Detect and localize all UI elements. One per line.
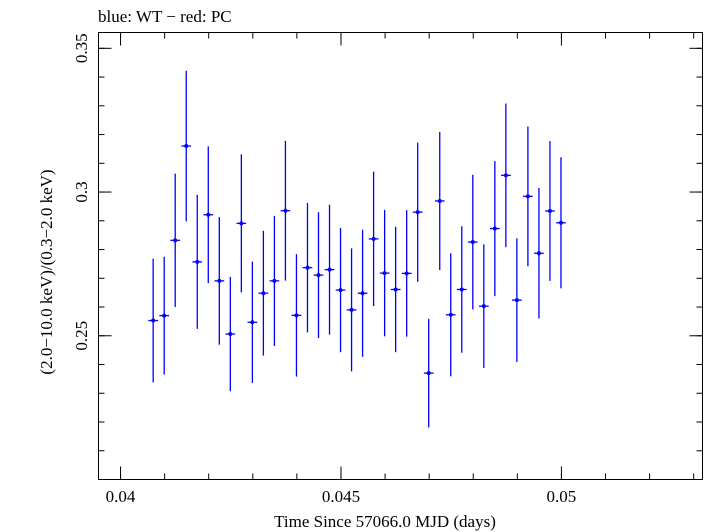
point-marker: [206, 212, 211, 217]
data-point: [401, 210, 412, 337]
point-marker: [371, 236, 376, 241]
data-point: [335, 227, 346, 353]
data-point: [412, 142, 423, 282]
axis-ticks: [98, 32, 703, 480]
data-point: [478, 244, 489, 368]
data-point: [534, 188, 544, 319]
data-point: [368, 171, 379, 307]
data-point: [545, 141, 555, 281]
point-marker: [305, 265, 310, 270]
data-point: [203, 146, 214, 284]
data-point: [357, 229, 368, 357]
point-marker: [525, 194, 530, 199]
point-marker: [349, 307, 354, 312]
chart-title: blue: WT − red: PC: [98, 7, 232, 26]
point-marker: [481, 304, 486, 309]
data-point: [379, 209, 390, 337]
point-marker: [503, 173, 508, 178]
point-marker: [558, 220, 563, 225]
point-marker: [173, 238, 178, 243]
point-marker: [316, 273, 321, 278]
point-marker: [492, 226, 497, 231]
data-point: [302, 202, 313, 333]
point-marker: [327, 267, 332, 272]
x-tick-label: 0.05: [547, 487, 577, 506]
point-marker: [250, 320, 255, 325]
axis-tick-labels: 0.04 0.045 0.05 0.25 0.3 0.35: [72, 33, 576, 506]
plot-frame: [98, 32, 703, 480]
data-point: [247, 261, 258, 383]
point-marker: [294, 313, 299, 318]
data-point: [523, 126, 533, 267]
data-point: [159, 256, 170, 375]
data-point: [434, 131, 445, 270]
data-point: [280, 140, 291, 281]
point-marker: [382, 271, 387, 276]
point-marker: [547, 209, 552, 214]
point-marker: [217, 278, 222, 283]
data-point: [423, 318, 434, 428]
point-marker: [151, 318, 156, 323]
data-point: [192, 194, 203, 329]
point-marker: [283, 208, 288, 213]
data-point: [556, 157, 566, 289]
y-tick-label: 0.3: [72, 181, 91, 202]
y-tick-label: 0.25: [72, 321, 91, 351]
point-marker: [536, 251, 541, 256]
data-point: [512, 238, 522, 362]
point-marker: [415, 210, 420, 215]
data-point: [258, 230, 269, 356]
data-point: [225, 276, 236, 392]
y-axis-title: (2.0−10.0 keV)/(0.3−2.0 keV): [37, 169, 56, 374]
data-point: [181, 70, 192, 222]
data-point: [467, 174, 478, 310]
data-point: [236, 154, 247, 293]
point-marker: [404, 271, 409, 276]
point-marker: [184, 144, 189, 149]
x-tick-label: 0.04: [106, 487, 136, 506]
point-marker: [228, 332, 233, 337]
point-marker: [470, 240, 475, 245]
point-marker: [448, 312, 453, 317]
x-tick-label: 0.045: [322, 487, 360, 506]
data-point: [313, 212, 324, 339]
data-point: [148, 258, 159, 383]
data-point: [324, 204, 335, 335]
data-point: [456, 226, 467, 353]
point-marker: [338, 288, 343, 293]
point-marker: [459, 287, 464, 292]
data-point: [214, 217, 225, 345]
data-point: [291, 254, 302, 377]
x-axis-title: Time Since 57066.0 MJD (days): [274, 512, 496, 531]
y-tick-label: 0.35: [72, 33, 91, 63]
point-marker: [360, 291, 365, 296]
point-marker: [426, 371, 431, 376]
data-point: [346, 248, 357, 372]
data-points: [148, 70, 566, 428]
point-marker: [195, 259, 200, 264]
point-marker: [239, 221, 244, 226]
data-point: [269, 215, 280, 346]
point-marker: [437, 198, 442, 203]
point-marker: [261, 291, 266, 296]
data-point: [445, 253, 456, 377]
point-marker: [393, 287, 398, 292]
point-marker: [272, 278, 277, 283]
data-point: [390, 226, 401, 353]
point-marker: [162, 313, 167, 318]
data-point: [489, 160, 500, 297]
data-point: [501, 103, 511, 248]
point-marker: [514, 298, 519, 303]
data-point: [170, 173, 181, 308]
